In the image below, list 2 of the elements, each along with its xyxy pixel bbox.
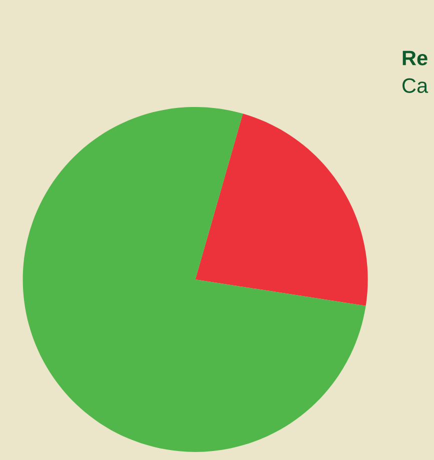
text: Re bbox=[402, 50, 428, 66]
text: Ca bbox=[402, 78, 428, 93]
